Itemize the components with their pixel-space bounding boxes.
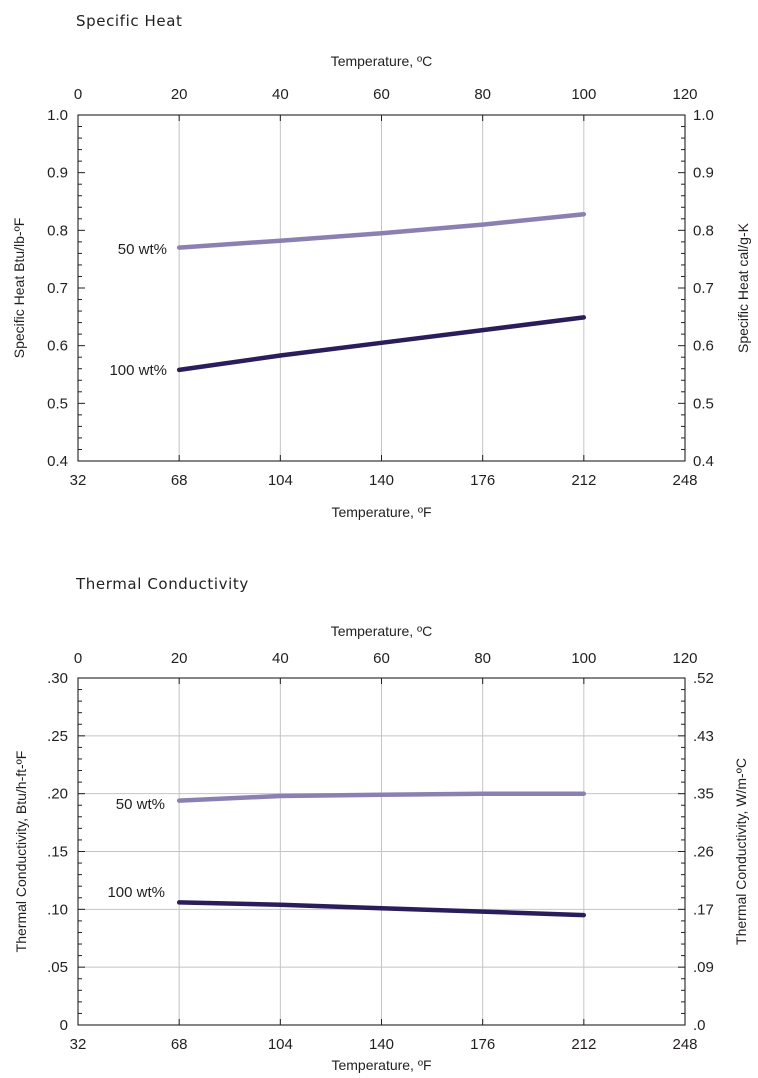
x2-axis-label: Temperature, ºC <box>331 53 433 69</box>
y2-tick-label: 0.6 <box>693 338 714 355</box>
y2-tick-label: 0.9 <box>693 165 714 182</box>
x-tick-label: 104 <box>268 472 293 489</box>
series-line-100-wt <box>176 900 587 918</box>
y-tick-label: .10 <box>47 901 68 918</box>
x-tick-label: 176 <box>470 472 495 489</box>
series-line-100-wt <box>176 315 587 373</box>
y-tick-label: 0.6 <box>47 338 68 355</box>
x2-tick-label: 20 <box>171 86 188 103</box>
plot-frame <box>77 114 686 462</box>
x2-tick-label: 0 <box>74 86 82 103</box>
y-tick-label: .20 <box>47 786 68 803</box>
x-axis-label: Temperature, ºF <box>331 1057 431 1073</box>
series-label: 100 wt% <box>109 362 167 379</box>
x2-tick-label: 80 <box>474 650 491 667</box>
y-tick-label: .05 <box>47 959 68 976</box>
y-tick-label: 0.5 <box>47 395 68 412</box>
x-tick-label: 104 <box>268 1036 293 1053</box>
series-line-50-wt <box>176 211 587 250</box>
y2-tick-label: 0.4 <box>693 453 714 470</box>
y2-tick-label: .09 <box>693 959 714 976</box>
x-tick-label: 68 <box>171 472 188 489</box>
y2-axis-label: Specific Heat cal/g-K <box>735 222 751 353</box>
y-tick-label: .25 <box>47 728 68 745</box>
y2-axis-label: Thermal Conductivity, W/m-ºC <box>733 758 749 945</box>
y2-tick-label: 1.0 <box>693 107 714 124</box>
y2-tick-label: .43 <box>693 728 714 745</box>
y2-tick-label: .17 <box>693 901 714 918</box>
plot-frame <box>77 677 686 1026</box>
series-label: 100 wt% <box>107 884 165 901</box>
y-tick-label: 0.9 <box>47 165 68 182</box>
y2-tick-label: 0.5 <box>693 395 714 412</box>
x-tick-label: 140 <box>369 1036 394 1053</box>
series-label: 50 wt% <box>116 796 165 813</box>
x2-tick-label: 100 <box>571 650 596 667</box>
x-tick-label: 248 <box>672 1036 697 1053</box>
chart-title: Thermal Conductivity <box>76 575 249 593</box>
x-tick-label: 32 <box>70 472 87 489</box>
chart-title: Specific Heat <box>76 12 183 30</box>
y2-tick-label: .26 <box>693 844 714 861</box>
x2-tick-label: 60 <box>373 86 390 103</box>
y-tick-label: 1.0 <box>47 107 68 124</box>
y-tick-label: 0.7 <box>47 280 68 297</box>
x-tick-label: 212 <box>571 472 596 489</box>
y-tick-label: 0.8 <box>47 222 68 239</box>
x2-tick-label: 60 <box>373 650 390 667</box>
specific-heat-chart: 32 68 104 140 176 212 248 0 20 40 60 80 100 120 0.4 0.5… <box>11 53 751 520</box>
x2-tick-label: 100 <box>571 86 596 103</box>
y2-tick-label: 0.8 <box>693 222 714 239</box>
x2-tick-label: 40 <box>272 86 289 103</box>
y-axis-label: Specific Heat Btu/lb-ºF <box>11 218 27 359</box>
x-tick-label: 68 <box>171 1036 188 1053</box>
y2-tick-label: .0 <box>693 1017 706 1034</box>
series-line-50-wt <box>176 791 587 803</box>
x2-tick-label: 120 <box>672 86 697 103</box>
series-label: 50 wt% <box>118 241 167 258</box>
x2-tick-label: 0 <box>74 650 82 667</box>
y2-tick-label: 0.7 <box>693 280 714 297</box>
y2-tick-label: .52 <box>693 670 714 687</box>
thermal-conductivity-chart: 32 68 104 140 176 212 248 0 20 40 60 80 100 120 0 .05 .1… <box>13 623 749 1073</box>
x-axis-label: Temperature, ºF <box>331 504 431 520</box>
x-tick-label: 140 <box>369 472 394 489</box>
y-tick-label: 0.4 <box>47 453 68 470</box>
x2-tick-label: 120 <box>672 650 697 667</box>
x2-tick-label: 80 <box>474 86 491 103</box>
x2-tick-label: 40 <box>272 650 289 667</box>
x-tick-label: 176 <box>470 1036 495 1053</box>
y2-tick-label: .35 <box>693 786 714 803</box>
x2-axis-label: Temperature, ºC <box>331 623 433 639</box>
x2-tick-label: 20 <box>171 650 188 667</box>
y-tick-label: .15 <box>47 844 68 861</box>
y-axis-label: Thermal Conductivity, Btu/h-ft-ºF <box>13 751 29 953</box>
y-tick-label: 0 <box>60 1017 68 1034</box>
x-tick-label: 212 <box>571 1036 596 1053</box>
x-tick-label: 32 <box>70 1036 87 1053</box>
y-tick-label: .30 <box>47 670 68 687</box>
x-tick-label: 248 <box>672 472 697 489</box>
